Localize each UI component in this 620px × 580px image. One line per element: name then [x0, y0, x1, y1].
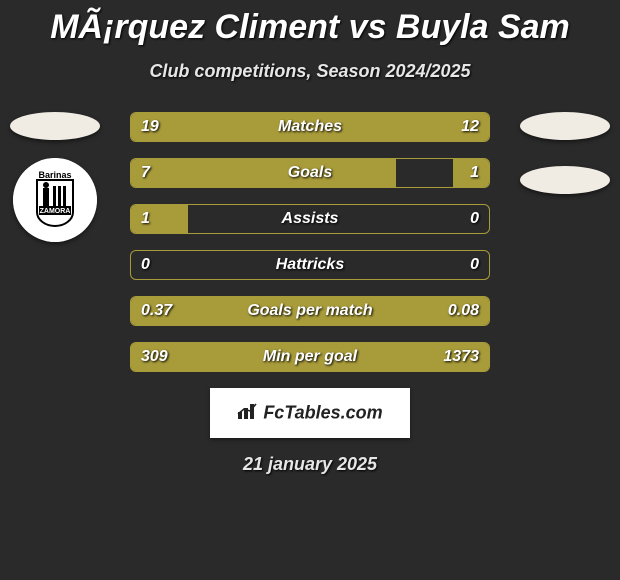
stat-row: 19Matches12	[130, 112, 490, 142]
stat-label: Assists	[131, 205, 489, 233]
stat-value-right: 0	[470, 251, 479, 279]
stat-bars: 19Matches127Goals11Assists00Hattricks00.…	[130, 112, 490, 372]
stat-row: 0Hattricks0	[130, 250, 490, 280]
stat-label: Matches	[131, 113, 489, 141]
chart-icon	[237, 402, 259, 425]
right-player-avatar-placeholder	[520, 112, 610, 140]
comparison-panel: Barinas ZAMORA 19Matches127Goals11Assist…	[0, 112, 620, 372]
right-player-column	[510, 112, 620, 194]
stat-row: 0.37Goals per match0.08	[130, 296, 490, 326]
stat-row: 1Assists0	[130, 204, 490, 234]
zamora-badge-icon: Barinas ZAMORA	[13, 158, 97, 242]
badge-name-text: ZAMORA	[40, 208, 71, 215]
stat-value-right: 0.08	[448, 297, 479, 325]
stat-label: Goals	[131, 159, 489, 187]
stat-label: Goals per match	[131, 297, 489, 325]
subtitle: Club competitions, Season 2024/2025	[0, 61, 620, 82]
stat-value-right: 12	[461, 113, 479, 141]
stat-row: 309Min per goal1373	[130, 342, 490, 372]
stat-value-right: 0	[470, 205, 479, 233]
stat-value-right: 1373	[443, 343, 479, 371]
left-club-badge: Barinas ZAMORA	[13, 158, 97, 242]
stat-label: Hattricks	[131, 251, 489, 279]
brand-logo: FcTables.com	[237, 402, 382, 425]
brand-text: FcTables.com	[263, 402, 382, 422]
brand-box[interactable]: FcTables.com	[210, 388, 410, 438]
stat-label: Min per goal	[131, 343, 489, 371]
stat-value-right: 1	[470, 159, 479, 187]
left-player-avatar-placeholder	[10, 112, 100, 140]
stat-row: 7Goals1	[130, 158, 490, 188]
right-club-badge-placeholder	[520, 166, 610, 194]
left-player-column: Barinas ZAMORA	[0, 112, 110, 242]
badge-top-text: Barinas	[38, 170, 71, 180]
date-text: 21 january 2025	[0, 454, 620, 475]
page-title: MÃ¡rquez Climent vs Buyla Sam	[0, 0, 620, 47]
